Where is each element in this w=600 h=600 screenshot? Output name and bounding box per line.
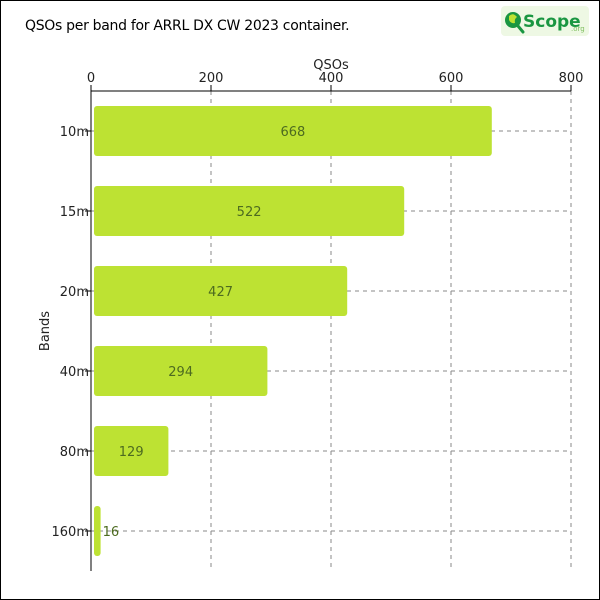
y-tick-label: 20m: [60, 285, 89, 300]
x-tick-label: 400: [319, 71, 344, 86]
bar-value-label: 427: [208, 285, 233, 300]
bar-10m[interactable]: [94, 106, 492, 156]
bars: 668 522 427 294 129 16: [94, 106, 492, 556]
bar-20m[interactable]: [94, 266, 348, 316]
chart-title: QSOs per band for ARRL DX CW 2023 contai…: [25, 18, 350, 34]
y-axis-title: Bands: [38, 311, 53, 351]
bar-value-label: 129: [119, 445, 144, 460]
x-tick-label: 600: [439, 71, 464, 86]
bar-value-label: 522: [237, 205, 262, 220]
bar-40m[interactable]: [94, 346, 268, 396]
logo-magnifier-handle-icon: [516, 24, 525, 34]
bar-80m[interactable]: [94, 426, 169, 476]
grid-lines: [91, 91, 572, 571]
qscope-logo[interactable]: Scope .org: [501, 6, 589, 36]
x-axis-title: QSOs: [313, 58, 349, 73]
logo-continent-icon: [509, 14, 517, 24]
x-tick-label: 0: [87, 71, 95, 86]
y-tick-label: 40m: [60, 365, 89, 380]
y-tick-label: 80m: [60, 445, 89, 460]
y-tick-label: 160m: [52, 525, 89, 540]
bar-15m[interactable]: [94, 186, 405, 236]
bar-value-label: 16: [103, 525, 120, 540]
bar-value-label: 294: [168, 365, 193, 380]
bar-value-label: 668: [280, 125, 305, 140]
x-tick-label: 200: [199, 71, 224, 86]
logo-text: Scope: [523, 12, 581, 32]
logo-background: [501, 6, 589, 36]
bar-160m[interactable]: [94, 506, 101, 556]
logo-suffix: .org: [571, 25, 585, 33]
x-tick-label: 800: [559, 71, 584, 86]
y-tick-label: 15m: [60, 205, 89, 220]
y-tick-label: 10m: [60, 125, 89, 140]
axes: 0 200 400 600 800 10m 15m 20m 40m 80m 160m: [52, 71, 584, 571]
